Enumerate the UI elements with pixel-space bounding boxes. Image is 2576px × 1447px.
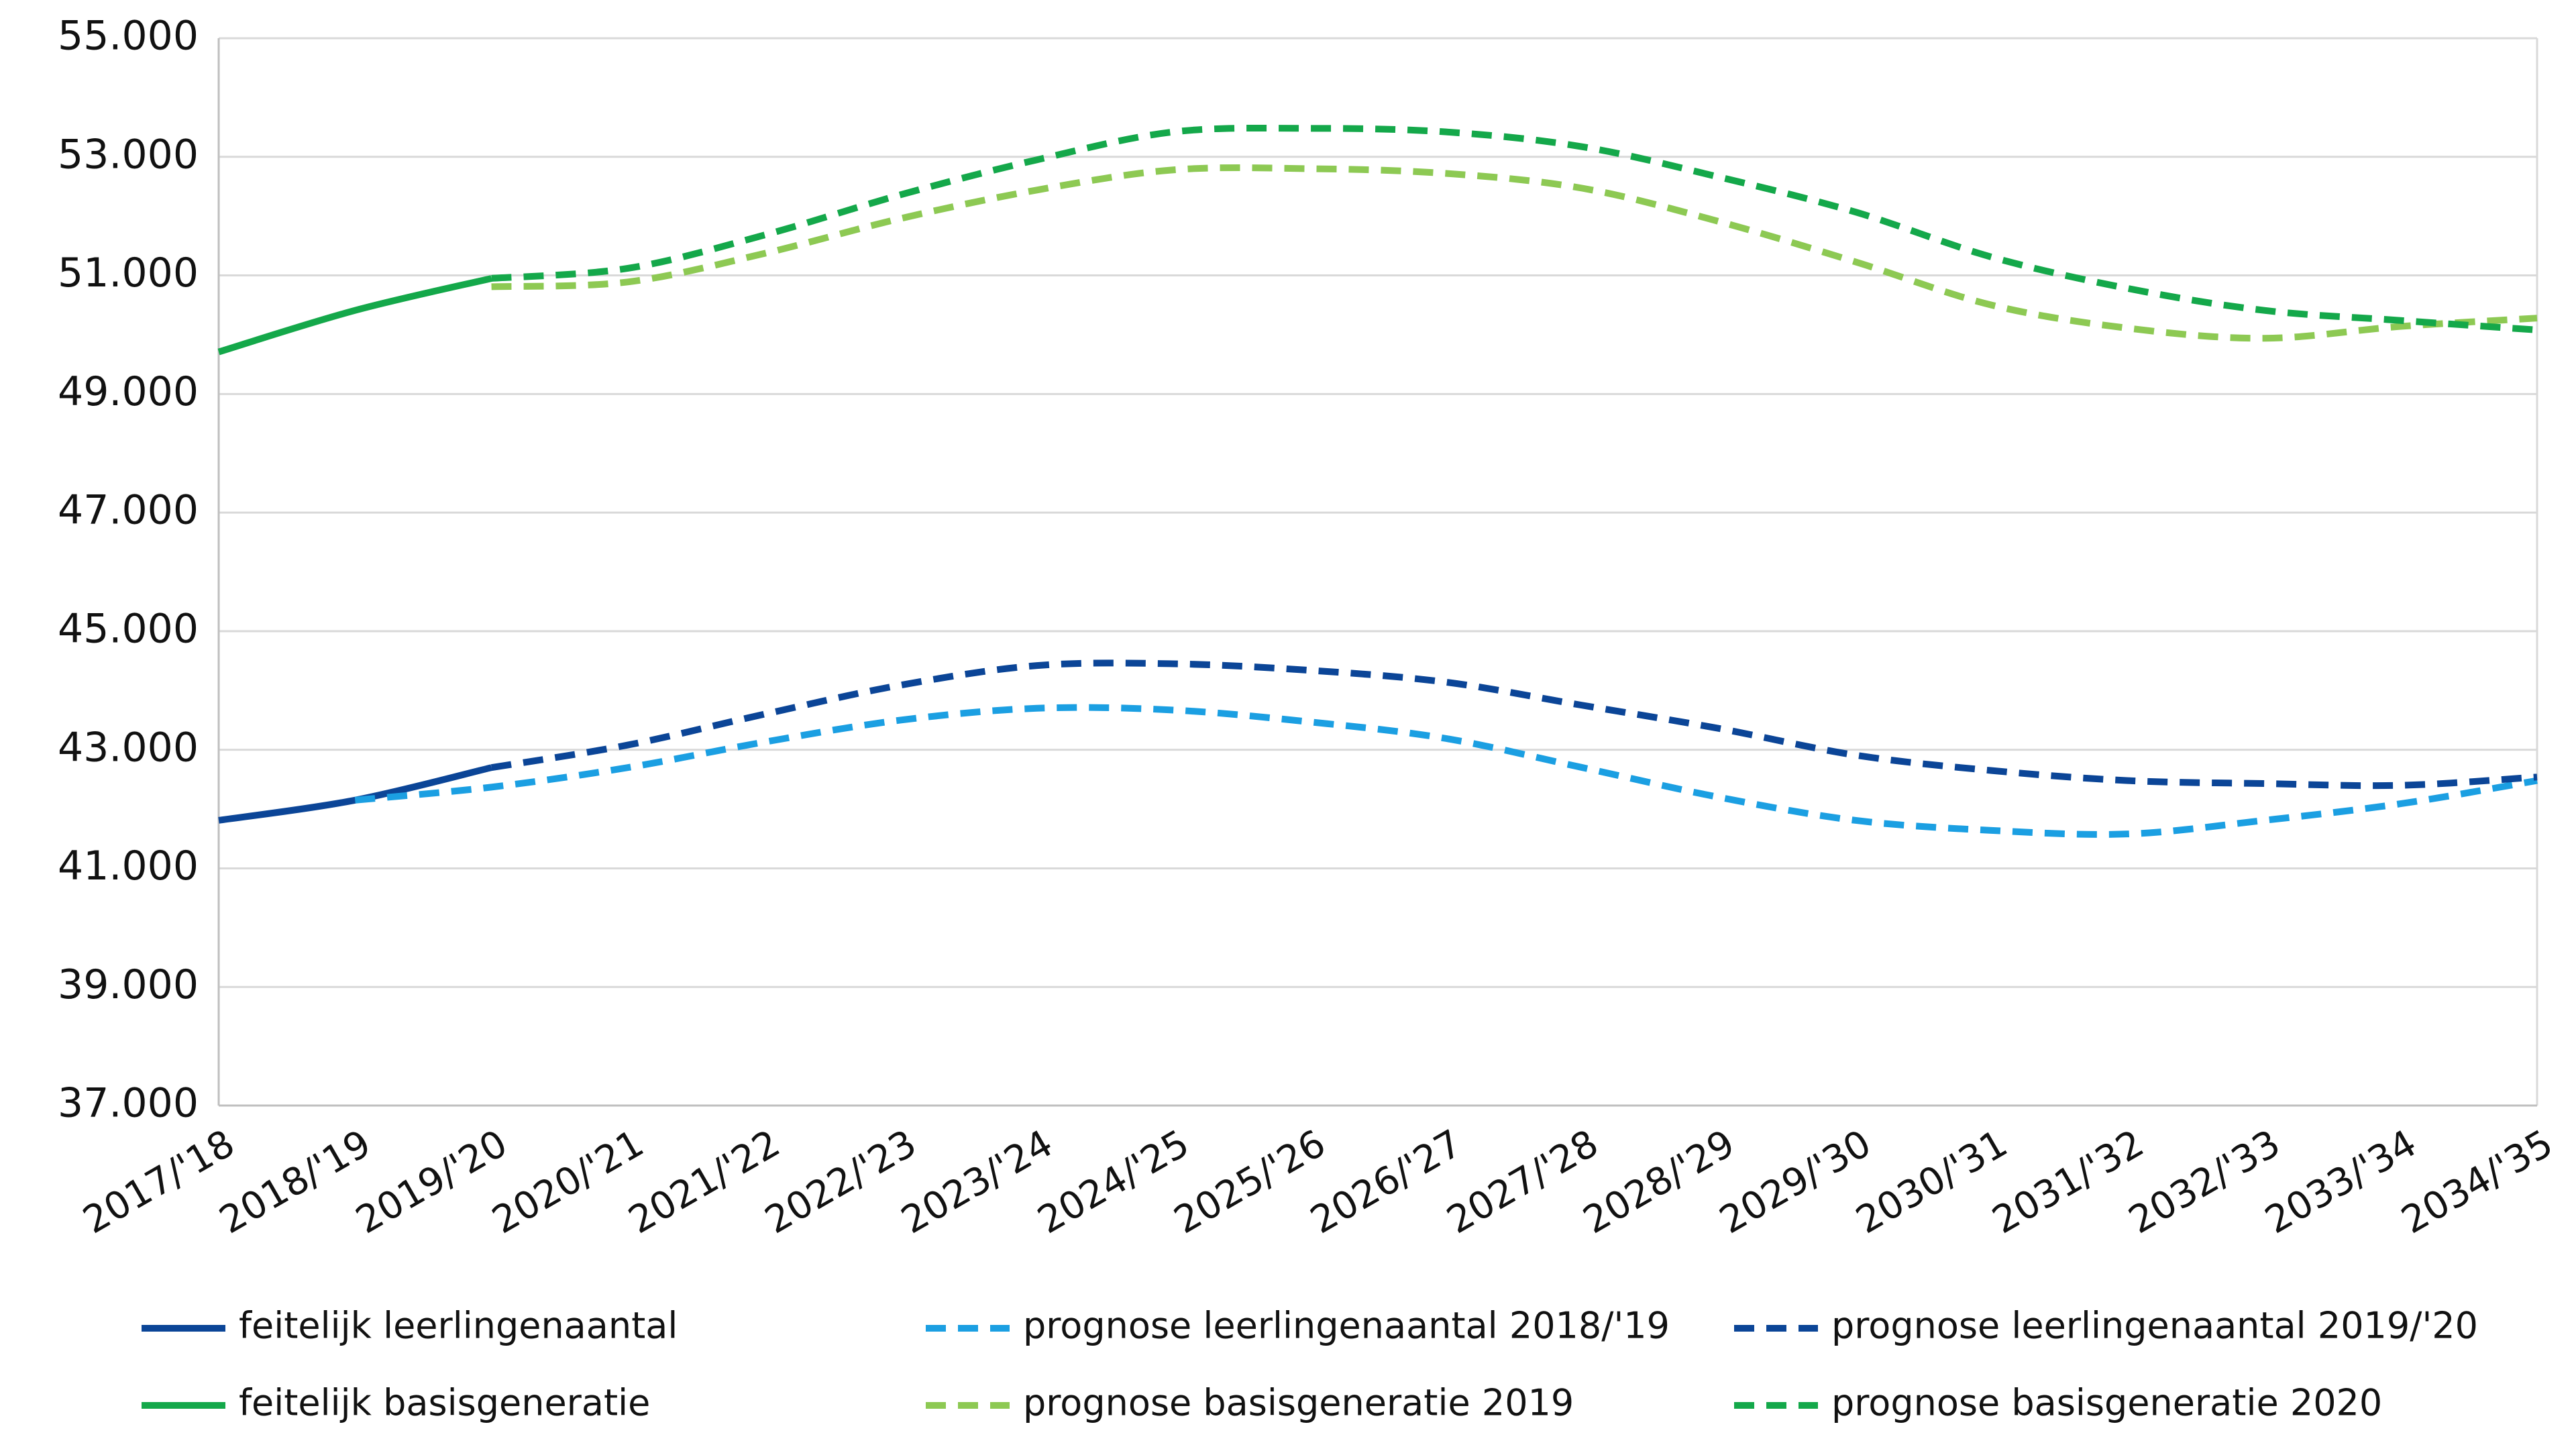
series-line — [491, 164, 2538, 342]
y-tick-label: 37.000 — [58, 1080, 199, 1127]
legend-label: prognose leerlingenaantal 2019/'20 — [1831, 1305, 2478, 1347]
legend-label: prognose basisgeneratie 2019 — [1023, 1382, 1574, 1424]
y-tick-label: 45.000 — [58, 605, 199, 652]
series-line — [218, 764, 492, 824]
series-line — [490, 659, 2538, 790]
y-tick-label: 39.000 — [58, 961, 199, 1008]
y-tick-label: 51.000 — [58, 250, 199, 297]
legend-label: feitelijk leerlingenaantal — [239, 1305, 678, 1347]
legend-label: prognose leerlingenaantal 2018/'19 — [1023, 1305, 1670, 1347]
y-tick-label: 55.000 — [58, 13, 199, 60]
legend-label: feitelijk basisgeneratie — [239, 1382, 650, 1424]
y-tick-label: 47.000 — [58, 487, 199, 534]
y-tick-label: 41.000 — [58, 843, 199, 890]
y-tick-label: 49.000 — [58, 368, 199, 415]
series-line — [491, 124, 2538, 333]
y-tick-label: 53.000 — [58, 131, 199, 178]
series-line — [354, 704, 2538, 838]
series-line — [217, 275, 492, 356]
legend-label: prognose basisgeneratie 2020 — [1831, 1382, 2382, 1424]
y-tick-label: 43.000 — [58, 724, 199, 771]
